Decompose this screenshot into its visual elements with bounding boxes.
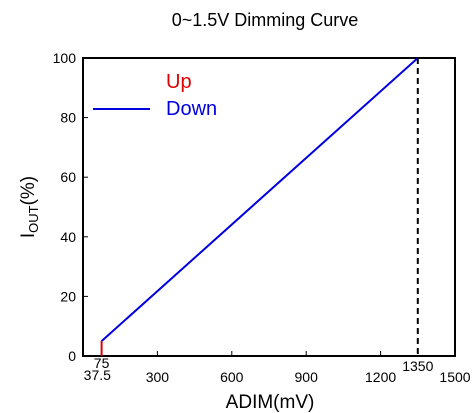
y-tick-label: 0 [68, 348, 76, 364]
legend: Up Down [93, 71, 217, 120]
y-axis-label-main: I [18, 233, 39, 238]
x-axis-ticks: 300 600 900 1200 1500 37.575 1350 [84, 351, 471, 385]
plot-area-frame [82, 57, 456, 357]
y-axis-label: IOUT(%) [18, 176, 41, 238]
y-axis-label-sub: OUT [26, 205, 41, 233]
chart-title: 0~1.5V Dimming Curve [172, 10, 359, 30]
x-tick-label: 900 [295, 369, 319, 385]
series-line-down [100, 57, 419, 342]
x-annotation-label: 1350 [402, 358, 433, 374]
x-tick-label: 600 [220, 369, 244, 385]
y-tick-label: 80 [60, 110, 76, 126]
y-tick-label: 100 [53, 50, 77, 66]
y-axis-label-unit: (%) [18, 176, 39, 206]
x-annotation-label: 37.5 [84, 367, 111, 383]
legend-label-up: Up [166, 71, 192, 93]
legend-label-down: Down [166, 98, 217, 120]
x-annotation-label: 75 [94, 355, 110, 371]
series-layer [100, 57, 419, 356]
y-tick-label: 60 [60, 169, 76, 185]
y-tick-label: 40 [60, 229, 76, 245]
x-tick-label: 1500 [439, 369, 470, 385]
y-tick-label: 20 [60, 288, 76, 304]
y-axis-ticks: 0 20 40 60 80 100 [53, 50, 88, 364]
x-tick-label: 300 [146, 369, 170, 385]
x-axis-label: ADIM(mV) [226, 392, 315, 413]
x-tick-label: 1200 [365, 369, 396, 385]
